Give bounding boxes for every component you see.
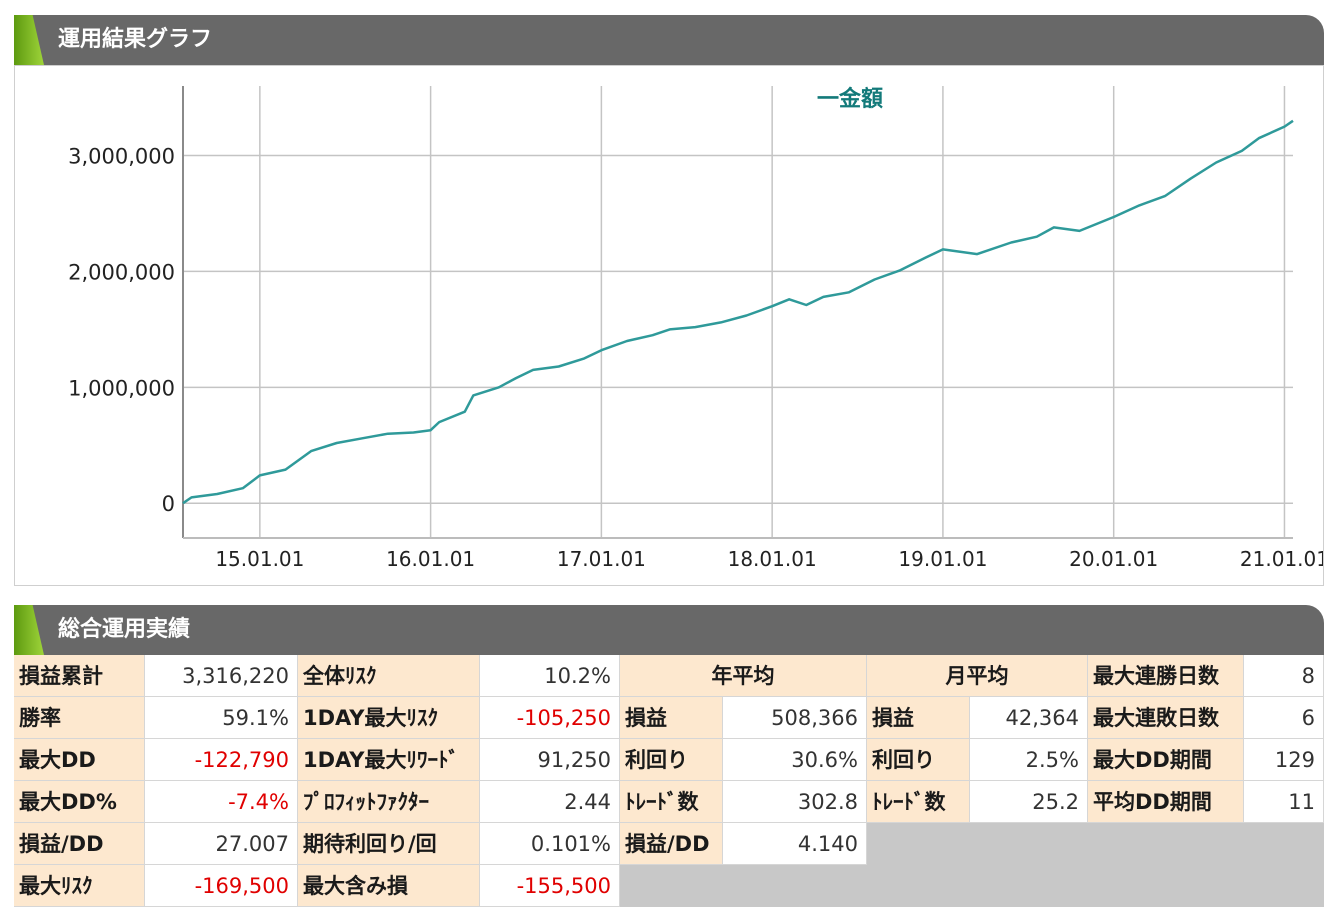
perf-label: 最大DD bbox=[14, 739, 145, 781]
perf-value: 0.101% bbox=[480, 823, 620, 865]
perf-label: 損益/DD bbox=[14, 823, 145, 865]
perf-label: 最大DD% bbox=[14, 781, 145, 823]
yearly-value: 30.6% bbox=[723, 739, 867, 781]
x-tick-label: 20.01.01 bbox=[1069, 547, 1158, 571]
streak-value: 11 bbox=[1244, 781, 1324, 823]
monthly-label: ﾄﾚｰﾄﾞ数 bbox=[867, 781, 970, 823]
y-tick-label: 0 bbox=[162, 492, 175, 516]
perf-label: 1DAY最大ﾘﾜｰﾄﾞ bbox=[298, 739, 480, 781]
streak-label: 平均DD期間 bbox=[1088, 781, 1244, 823]
perf-value: -169,500 bbox=[145, 865, 298, 907]
streak-value: 129 bbox=[1244, 739, 1324, 781]
perf-value: -7.4% bbox=[145, 781, 298, 823]
yearly-value: 302.8 bbox=[723, 781, 867, 823]
y-tick-label: 3,000,000 bbox=[68, 145, 175, 169]
monthly-label: 損益 bbox=[867, 697, 970, 739]
balance-series-line bbox=[182, 119, 1294, 505]
perf-value: 3,316,220 bbox=[145, 655, 298, 697]
yearly-value: 4.140 bbox=[723, 823, 867, 865]
yearly-label: ﾄﾚｰﾄﾞ数 bbox=[620, 781, 723, 823]
perf-section-title: 総合運用実績 bbox=[58, 617, 191, 642]
perf-value: -122,790 bbox=[145, 739, 298, 781]
perf-value: 91,250 bbox=[480, 739, 620, 781]
perf-label: 最大含み損 bbox=[298, 865, 480, 907]
monthly-average-header: 月平均 bbox=[867, 655, 1088, 697]
yearly-average-header: 年平均 bbox=[620, 655, 867, 697]
yearly-label: 利回り bbox=[620, 739, 723, 781]
header-accent bbox=[14, 605, 44, 655]
header-accent bbox=[14, 15, 44, 65]
perf-label: 最大ﾘｽｸ bbox=[14, 865, 145, 907]
x-tick-label: 16.01.01 bbox=[386, 547, 475, 571]
graph-section-header: 運用結果グラフ bbox=[14, 15, 1324, 65]
perf-label: 全体ﾘｽｸ bbox=[298, 655, 480, 697]
legend-label: 一金額 bbox=[817, 86, 883, 112]
monthly-label: 利回り bbox=[867, 739, 970, 781]
monthly-value: 42,364 bbox=[970, 697, 1088, 739]
x-tick-label: 18.01.01 bbox=[728, 547, 817, 571]
monthly-value: 2.5% bbox=[970, 739, 1088, 781]
perf-label: 期待利回り/回 bbox=[298, 823, 480, 865]
graph-section-title: 運用結果グラフ bbox=[58, 27, 213, 52]
perf-value: 10.2% bbox=[480, 655, 620, 697]
chart-panel: 0 1,000,000 2,000,000 3,000,000 15.01.01 16.0… bbox=[14, 65, 1324, 586]
y-tick-label: 1,000,000 bbox=[68, 376, 175, 400]
yearly-value: 508,366 bbox=[723, 697, 867, 739]
x-tick-label: 17.01.01 bbox=[557, 547, 646, 571]
perf-label: 1DAY最大ﾘｽｸ bbox=[298, 697, 480, 739]
balance-line-chart: 0 1,000,000 2,000,000 3,000,000 15.01.01 16.0… bbox=[68, 86, 1323, 571]
perf-section-header: 総合運用実績 bbox=[14, 605, 1324, 655]
x-tick-label: 21.01.01 bbox=[1240, 547, 1323, 571]
monthly-value: 25.2 bbox=[970, 781, 1088, 823]
streak-label: 最大連勝日数 bbox=[1088, 655, 1244, 697]
perf-label: ﾌﾟﾛﾌｨｯﾄﾌｧｸﾀｰ bbox=[298, 781, 480, 823]
yearly-label: 損益 bbox=[620, 697, 723, 739]
perf-value: -105,250 bbox=[480, 697, 620, 739]
performance-table: 損益累計 3,316,220 勝率 59.1% 最大DD -122,790 最大… bbox=[14, 655, 1324, 907]
streak-label: 最大連敗日数 bbox=[1088, 697, 1244, 739]
perf-value: -155,500 bbox=[480, 865, 620, 907]
perf-label: 損益累計 bbox=[14, 655, 145, 697]
perf-value: 2.44 bbox=[480, 781, 620, 823]
streak-value: 8 bbox=[1244, 655, 1324, 697]
streak-label: 最大DD期間 bbox=[1088, 739, 1244, 781]
perf-value: 59.1% bbox=[145, 697, 298, 739]
yearly-label: 損益/DD bbox=[620, 823, 723, 865]
y-tick-label: 2,000,000 bbox=[68, 260, 175, 284]
x-tick-label: 19.01.01 bbox=[898, 547, 987, 571]
x-tick-label: 15.01.01 bbox=[215, 547, 304, 571]
streak-value: 6 bbox=[1244, 697, 1324, 739]
perf-label: 勝率 bbox=[14, 697, 145, 739]
perf-value: 27.007 bbox=[145, 823, 298, 865]
